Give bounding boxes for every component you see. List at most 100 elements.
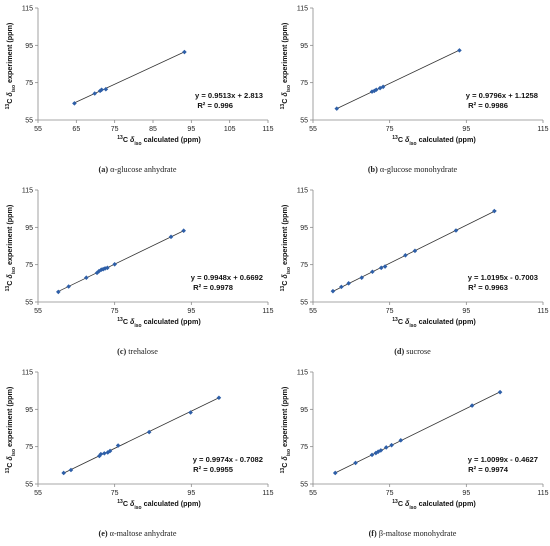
- x-tick-label: 115: [537, 490, 548, 497]
- figure-caption: (a) α-glucose anhydrate: [0, 165, 275, 174]
- y-axis-title: 13C δiso experiment (ppm): [5, 386, 17, 473]
- data-point: [457, 48, 462, 53]
- caption-text: α-glucose monohydrate: [379, 165, 458, 174]
- caption-text: sucrose: [406, 347, 431, 356]
- caption-letter: (d): [394, 347, 405, 356]
- x-tick-label: 75: [386, 490, 394, 497]
- x-axis-title: 13C δiso calculated (ppm): [392, 135, 476, 147]
- data-point: [332, 470, 338, 476]
- x-tick-label: 65: [72, 126, 80, 133]
- chart-panel: 55 75 95 115 55 75 95 115 y = 1.0099x - 0.4627 R²…: [275, 364, 550, 546]
- scatter-chart: 55 65 75 85 95 105 115 55 75 95 115 y = 0.9513x + 2…: [5, 6, 274, 148]
- data-point: [330, 288, 336, 294]
- data-point: [103, 86, 109, 92]
- figure-caption: (b) α-glucose monohydrate: [275, 165, 550, 174]
- y-tick-label: 115: [22, 370, 33, 377]
- data-point: [373, 450, 379, 456]
- x-axis-title: 13C δiso calculated (ppm): [117, 317, 201, 329]
- x-tick-label: 115: [537, 308, 548, 315]
- data-point: [339, 284, 344, 290]
- data-point: [378, 448, 384, 453]
- data-point: [92, 91, 98, 96]
- scatter-chart: 55 75 95 115 55 75 95 115 y = 1.0099x - 0.4627R²…: [280, 370, 549, 512]
- data-point: [115, 443, 121, 448]
- figure-caption: (c) trehalose: [0, 347, 275, 356]
- x-tick-label: 95: [462, 308, 470, 315]
- x-tick-label: 75: [386, 126, 394, 133]
- x-tick-label: 55: [309, 490, 317, 497]
- y-tick-label: 75: [25, 444, 33, 451]
- caption-letter: (c): [117, 347, 127, 356]
- y-tick-label: 95: [25, 407, 33, 414]
- x-tick-label: 75: [111, 126, 119, 133]
- x-tick-label: 55: [309, 126, 317, 133]
- caption-letter: (a): [98, 165, 109, 174]
- regression-equation: y = 0.9513x + 2.813: [195, 91, 263, 100]
- data-point: [453, 228, 459, 233]
- trendline: [74, 51, 185, 104]
- y-tick-label: 95: [300, 225, 308, 232]
- x-tick-label: 75: [386, 308, 394, 315]
- y-tick-label: 75: [25, 80, 33, 87]
- regression-equation: y = 1.0195x - 0.7003: [468, 273, 538, 282]
- y-tick-label: 55: [25, 118, 33, 125]
- regression-equation: y = 0.9974x - 0.7082: [193, 455, 263, 464]
- data-point: [98, 451, 104, 457]
- y-tick-label: 115: [297, 370, 308, 377]
- data-point: [403, 253, 408, 258]
- x-tick-label: 95: [187, 490, 195, 497]
- data-point: [497, 389, 503, 395]
- data-point: [412, 248, 418, 254]
- data-point: [369, 452, 375, 458]
- trendline: [58, 229, 185, 292]
- caption-letter: (f): [368, 529, 377, 538]
- y-tick-label: 95: [300, 407, 308, 414]
- caption-letter: (e): [98, 529, 108, 538]
- y-axis-title: 13C δiso experiment (ppm): [280, 204, 292, 291]
- data-point: [469, 403, 475, 408]
- data-point: [168, 234, 174, 240]
- x-tick-label: 55: [34, 490, 42, 497]
- y-tick-label: 55: [300, 300, 308, 307]
- regression-equation: y = 0.9948x + 0.6692: [191, 273, 263, 282]
- x-tick-label: 115: [262, 308, 273, 315]
- y-axis-title: 13C δiso experiment (ppm): [280, 22, 292, 109]
- data-point: [216, 395, 222, 401]
- r-squared: R² = 0.9986: [468, 101, 508, 110]
- x-axis-title: 13C δiso calculated (ppm): [117, 135, 201, 147]
- x-tick-label: 55: [34, 308, 42, 315]
- data-point: [492, 208, 497, 214]
- caption-letter: (b): [367, 165, 378, 174]
- y-tick-label: 55: [300, 482, 308, 489]
- data-point: [380, 84, 386, 90]
- data-point: [398, 438, 404, 443]
- x-tick-label: 115: [262, 126, 273, 133]
- y-axis-title: 13C δiso experiment (ppm): [5, 204, 17, 291]
- y-tick-label: 115: [297, 6, 308, 13]
- data-point: [105, 265, 110, 271]
- y-tick-label: 95: [25, 43, 33, 50]
- data-point: [389, 442, 394, 448]
- data-point: [68, 467, 74, 473]
- data-point: [378, 265, 384, 271]
- chart-panel: 55 75 95 115 55 75 95 115 y = 0.9974x - 0.7082 R²…: [0, 364, 275, 546]
- x-tick-label: 85: [149, 126, 157, 133]
- x-tick-label: 95: [462, 490, 470, 497]
- y-tick-label: 115: [22, 188, 33, 195]
- r-squared: R² = 0.996: [197, 101, 233, 110]
- data-point: [84, 275, 89, 281]
- caption-text: β-maltose monohydrate: [378, 529, 457, 538]
- scatter-chart: 55 75 95 115 55 75 95 115 y = 0.9974x - 0.7082R²…: [5, 370, 274, 512]
- data-point: [56, 289, 61, 295]
- data-point: [102, 451, 107, 456]
- data-point: [105, 450, 111, 455]
- x-tick-label: 105: [224, 126, 236, 133]
- data-point: [182, 49, 187, 55]
- x-tick-label: 55: [34, 126, 42, 133]
- y-tick-label: 75: [300, 262, 308, 269]
- data-point: [112, 261, 117, 267]
- caption-text: α-maltose anhydrate: [109, 529, 177, 538]
- data-point: [72, 101, 77, 106]
- y-tick-label: 95: [25, 225, 33, 232]
